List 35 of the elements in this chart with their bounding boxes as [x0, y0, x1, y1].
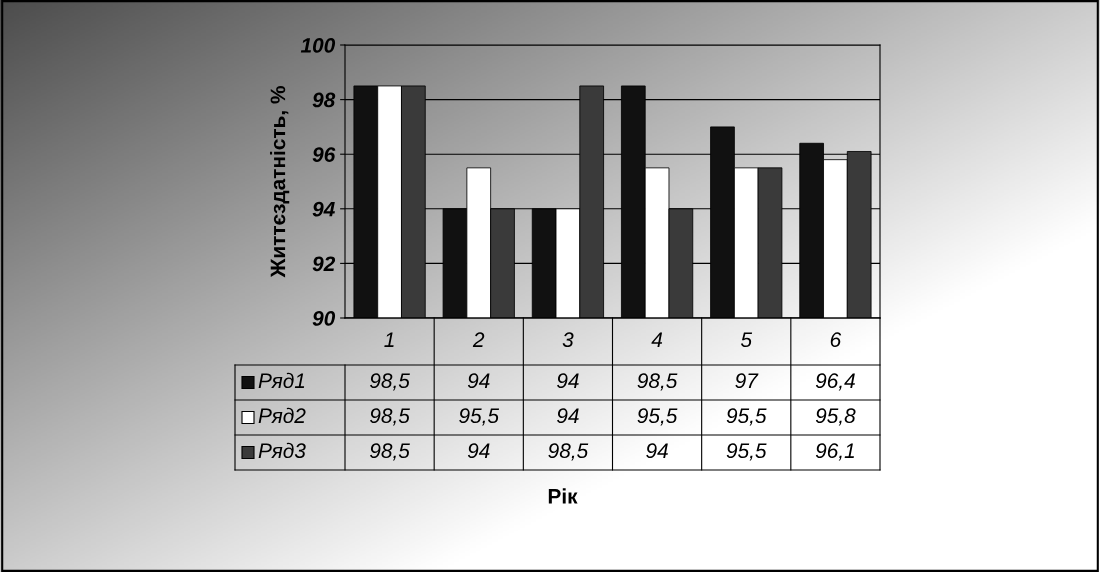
legend-label: Ряд3	[258, 442, 306, 459]
legend-label: Ряд2	[258, 407, 306, 424]
data-label: 97	[735, 373, 759, 389]
data-label: 98,5	[370, 373, 410, 391]
data-label: 95,5	[726, 408, 767, 426]
data-label: 94	[557, 373, 579, 389]
y-axis-title: Життєздатність, %	[269, 86, 290, 278]
data-label: 98,5	[370, 408, 410, 426]
x-tick-label: 1	[384, 332, 394, 347]
data-label: 96,1	[815, 443, 854, 461]
x-tick-label: 4	[651, 332, 663, 347]
y-tick-label: 100	[300, 38, 336, 53]
data-label: 95,5	[637, 408, 678, 426]
data-label: 95,8	[815, 408, 856, 426]
data-label: 94	[646, 443, 668, 459]
y-tick-label: 94	[312, 201, 335, 217]
data-label: 98,5	[370, 443, 410, 461]
data-label: 98,5	[548, 443, 589, 461]
data-label: 94	[467, 373, 490, 389]
x-tick-label: 6	[830, 332, 842, 348]
data-label: 95,5	[726, 443, 767, 461]
y-tick-label: 92	[312, 256, 336, 272]
y-tick-label: 90	[312, 311, 336, 326]
data-label: 98,5	[637, 373, 678, 391]
data-label: 95,5	[459, 408, 500, 426]
x-tick-label: 3	[562, 332, 574, 348]
legend-label: Ряд1	[258, 372, 305, 389]
x-tick-label: 2	[472, 332, 485, 347]
data-label: 96,4	[815, 373, 855, 391]
x-tick-label: 5	[740, 332, 753, 348]
data-label: 94	[467, 443, 490, 459]
data-label: 94	[557, 408, 579, 424]
text: Рік	[548, 488, 578, 504]
y-tick-label: 98	[312, 92, 336, 108]
y-tick-label: 96	[312, 147, 336, 162]
